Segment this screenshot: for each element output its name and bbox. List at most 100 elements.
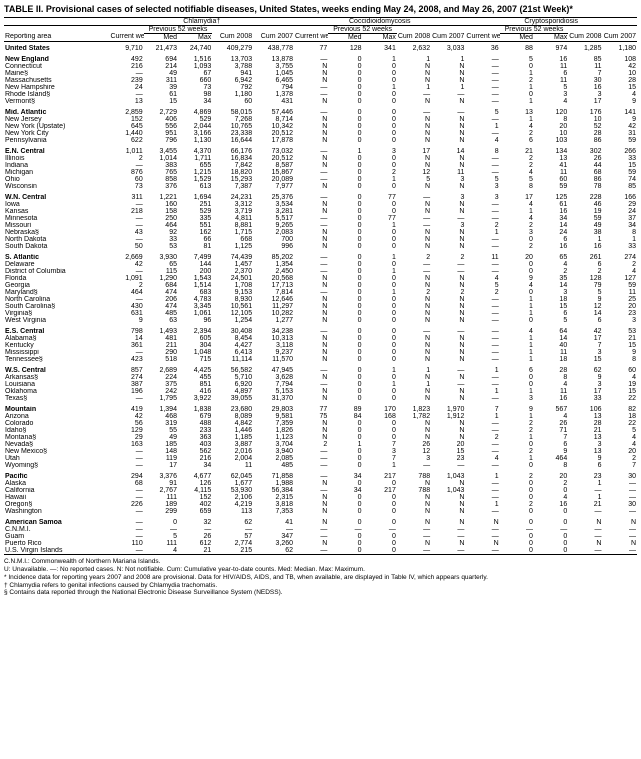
data-cell: 0 — [328, 434, 362, 441]
data-cell: — — [465, 310, 499, 317]
data-cell: 41 — [253, 519, 294, 526]
data-cell: — — [465, 356, 499, 363]
data-cell: — — [294, 194, 328, 201]
data-cell: N — [294, 501, 328, 508]
data-cell: N — [294, 494, 328, 501]
data-cell: 1 — [500, 70, 534, 77]
data-cell: — — [431, 328, 465, 335]
data-cell: 1,988 — [253, 480, 294, 487]
data-cell: — — [294, 328, 328, 335]
data-cell: 10,313 — [253, 335, 294, 342]
table-row: California—2,7674,11553,93056,384—342177… — [4, 487, 637, 494]
data-cell: 0 — [363, 540, 397, 547]
data-cell: 645 — [109, 123, 143, 130]
table-row: U.S. Virgin Islands—42121562—00———00—— — [4, 547, 637, 555]
data-cell: — — [109, 448, 143, 455]
data-cell: — — [568, 533, 602, 540]
data-cell: 996 — [253, 243, 294, 250]
data-cell: 613 — [178, 183, 212, 190]
col-med: Med — [328, 33, 362, 41]
area-cell: Connecticut — [4, 63, 109, 70]
data-cell: — — [109, 508, 143, 515]
data-cell: 3,033 — [431, 45, 465, 52]
data-cell: 8,881 — [212, 222, 253, 229]
data-cell: 129 — [109, 427, 143, 434]
data-cell: 3 — [465, 183, 499, 190]
data-cell: 3,455 — [144, 148, 178, 155]
data-cell: 20 — [431, 441, 465, 448]
data-cell: 3,719 — [212, 208, 253, 215]
data-cell: 2,859 — [109, 109, 143, 116]
col-cum08: Cum 2008 — [397, 33, 431, 41]
data-cell: 0 — [328, 395, 362, 402]
data-cell: — — [109, 349, 143, 356]
data-cell: 14 — [534, 282, 568, 289]
data-cell: — — [109, 487, 143, 494]
data-cell: 3 — [465, 194, 499, 201]
data-cell: 23 — [568, 473, 602, 480]
data-cell: 1,277 — [253, 317, 294, 324]
data-cell: 1 — [363, 254, 397, 261]
data-cell: 33 — [144, 236, 178, 243]
data-cell: 9 — [500, 406, 534, 413]
data-cell: 3,818 — [253, 501, 294, 508]
data-cell: 0 — [328, 480, 362, 487]
data-cell: — — [109, 236, 143, 243]
area-cell: Pacific — [4, 473, 109, 480]
data-cell: — — [294, 381, 328, 388]
area-cell: Maine§ — [4, 70, 109, 77]
data-cell: N — [294, 310, 328, 317]
data-cell: 250 — [144, 215, 178, 222]
data-cell: 0 — [534, 508, 568, 515]
area-cell: District of Columbia — [4, 268, 109, 275]
data-cell: 21,473 — [144, 45, 178, 52]
data-cell: 0 — [534, 519, 568, 526]
data-cell: 23 — [602, 310, 637, 317]
data-cell: 42 — [602, 63, 637, 70]
data-cell: 53 — [144, 243, 178, 250]
data-cell: 66 — [178, 236, 212, 243]
data-cell: 659 — [178, 508, 212, 515]
data-cell: 128 — [328, 45, 362, 52]
data-cell: 1,093 — [178, 63, 212, 70]
data-cell: 0 — [328, 130, 362, 137]
data-cell: 62 — [568, 367, 602, 374]
data-cell: 152 — [109, 116, 143, 123]
data-cell: — — [294, 261, 328, 268]
data-cell: 77 — [294, 406, 328, 413]
data-cell: 0 — [328, 155, 362, 162]
data-cell: 6,942 — [212, 77, 253, 84]
data-cell: N — [431, 236, 465, 243]
data-cell: — — [397, 268, 431, 275]
data-cell: 0 — [363, 388, 397, 395]
data-cell: — — [465, 162, 499, 169]
data-cell: N — [431, 183, 465, 190]
data-cell: 20 — [602, 303, 637, 310]
data-cell: 0 — [363, 303, 397, 310]
data-cell: 42 — [602, 123, 637, 130]
data-cell: 1,354 — [253, 261, 294, 268]
data-cell: 7 — [602, 462, 637, 469]
data-cell: 176 — [568, 109, 602, 116]
data-cell: 10 — [534, 130, 568, 137]
data-cell: N — [397, 349, 431, 356]
data-cell: N — [397, 434, 431, 441]
data-cell: 261 — [568, 254, 602, 261]
data-cell: 9 — [534, 448, 568, 455]
data-cell: 1 — [568, 236, 602, 243]
data-cell: 42 — [109, 261, 143, 268]
data-cell: N — [431, 70, 465, 77]
table-row: Oklahoma1962424164,8975,153N00NN11111715 — [4, 388, 637, 395]
data-cell: 1,378 — [253, 91, 294, 98]
data-cell: 3 — [363, 448, 397, 455]
data-cell: 5 — [465, 176, 499, 183]
data-cell: — — [465, 116, 499, 123]
data-cell: 7 — [363, 455, 397, 462]
data-cell: 11 — [534, 63, 568, 70]
data-cell: N — [397, 388, 431, 395]
data-cell: 0 — [328, 374, 362, 381]
table-row: Vermont§13153460431N00NN—14179 — [4, 98, 637, 105]
data-cell: — — [294, 289, 328, 296]
data-cell: 0 — [328, 519, 362, 526]
data-cell: 38 — [568, 229, 602, 236]
